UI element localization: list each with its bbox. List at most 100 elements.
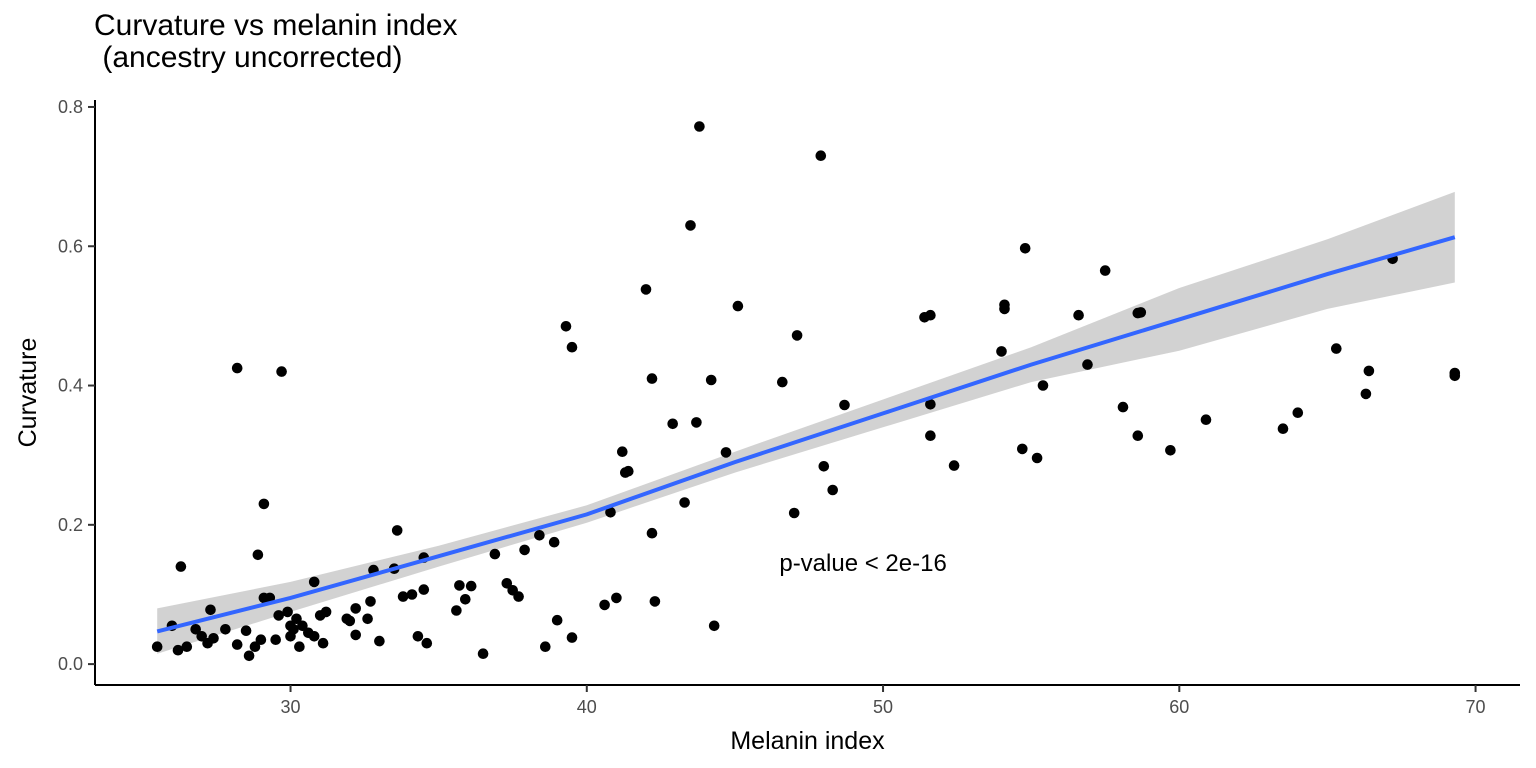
data-point	[350, 629, 362, 641]
data-point	[1031, 452, 1043, 464]
chart-title-line2: (ancestry uncorrected)	[94, 41, 403, 74]
axes-layer: 30 40 50 60 70 0.0 0.2 0.4 0.6 0.8	[58, 97, 1520, 717]
chart-title: Curvature vs melanin index (ancestry unc…	[94, 10, 458, 74]
data-point	[317, 637, 329, 649]
data-point	[1360, 388, 1372, 400]
data-point	[1165, 445, 1176, 456]
y-tick-label: 0.6	[58, 236, 83, 256]
data-point	[839, 399, 850, 411]
x-tick-label: 60	[1169, 697, 1189, 717]
data-point	[249, 641, 261, 652]
data-point	[1363, 365, 1375, 377]
x-tick-label: 70	[1466, 697, 1486, 717]
x-tick-label: 40	[577, 697, 597, 717]
data-point	[685, 220, 696, 231]
data-point	[320, 606, 332, 618]
data-point	[1135, 307, 1147, 318]
confidence-band	[157, 191, 1455, 654]
data-point	[391, 525, 403, 536]
data-point	[996, 346, 1007, 357]
data-point	[297, 620, 308, 632]
data-point	[362, 613, 373, 625]
data-point	[777, 376, 788, 388]
data-point	[288, 624, 299, 635]
data-point	[255, 634, 267, 645]
data-point	[460, 594, 471, 605]
data-point	[220, 624, 231, 635]
data-point	[623, 465, 634, 477]
data-point	[925, 399, 936, 410]
data-point	[196, 631, 207, 642]
data-point	[788, 507, 800, 519]
data-point	[679, 497, 690, 508]
chart-title-line1: Curvature vs melanin index	[94, 9, 458, 42]
data-point	[397, 591, 409, 602]
data-point	[406, 589, 418, 600]
confidence-band-layer	[157, 191, 1455, 654]
data-point	[1449, 367, 1461, 379]
data-point	[350, 603, 362, 614]
data-points-layer	[151, 121, 1461, 662]
data-point	[344, 615, 356, 627]
data-point	[273, 610, 285, 621]
y-tick-label: 0.2	[58, 515, 83, 535]
data-point	[605, 507, 616, 518]
data-point	[560, 321, 572, 332]
data-point	[818, 461, 830, 472]
data-point	[454, 580, 465, 591]
data-point	[694, 121, 705, 132]
data-point	[308, 631, 320, 642]
data-point	[465, 580, 477, 592]
data-point	[1019, 243, 1031, 254]
data-point	[172, 644, 184, 656]
data-point	[258, 498, 270, 510]
data-point	[925, 309, 936, 321]
data-point	[999, 303, 1010, 315]
data-point	[705, 374, 717, 386]
data-point	[617, 446, 628, 458]
x-tick-label: 30	[281, 697, 301, 717]
x-axis-title: Melanin index	[730, 727, 885, 755]
data-point	[640, 284, 652, 295]
data-point	[1017, 443, 1028, 455]
data-point	[418, 584, 430, 595]
data-point	[181, 641, 193, 652]
data-point	[791, 330, 803, 341]
data-point	[175, 561, 187, 572]
data-point	[374, 635, 385, 647]
data-point	[190, 624, 201, 635]
data-point	[691, 417, 702, 428]
data-point	[566, 632, 578, 643]
data-point	[720, 447, 732, 458]
regression-line	[156, 235, 1456, 634]
data-point	[231, 639, 243, 650]
data-point	[667, 418, 678, 430]
data-point	[1277, 423, 1289, 435]
data-point	[1331, 343, 1342, 354]
data-point	[551, 614, 563, 626]
data-point	[925, 430, 936, 442]
data-point	[1082, 359, 1093, 370]
data-point	[252, 549, 264, 561]
data-point	[948, 460, 960, 471]
data-point	[1200, 414, 1212, 426]
data-point	[231, 362, 243, 374]
data-point	[151, 641, 163, 652]
data-point	[291, 613, 302, 625]
y-tick-label: 0.4	[58, 376, 83, 396]
data-point	[270, 634, 282, 645]
y-tick-label: 0.0	[58, 654, 83, 674]
data-point	[276, 366, 287, 377]
data-point	[451, 605, 462, 616]
y-tick-label: 0.8	[58, 97, 83, 117]
p-value-annotation: p-value < 2e-16	[779, 550, 946, 577]
data-point	[827, 484, 838, 496]
data-point	[649, 596, 661, 607]
data-point	[489, 548, 501, 560]
data-point	[205, 604, 216, 616]
data-point	[1099, 265, 1111, 276]
data-point	[646, 527, 658, 539]
data-point	[815, 150, 827, 161]
y-axis-title: Curvature	[14, 338, 42, 448]
